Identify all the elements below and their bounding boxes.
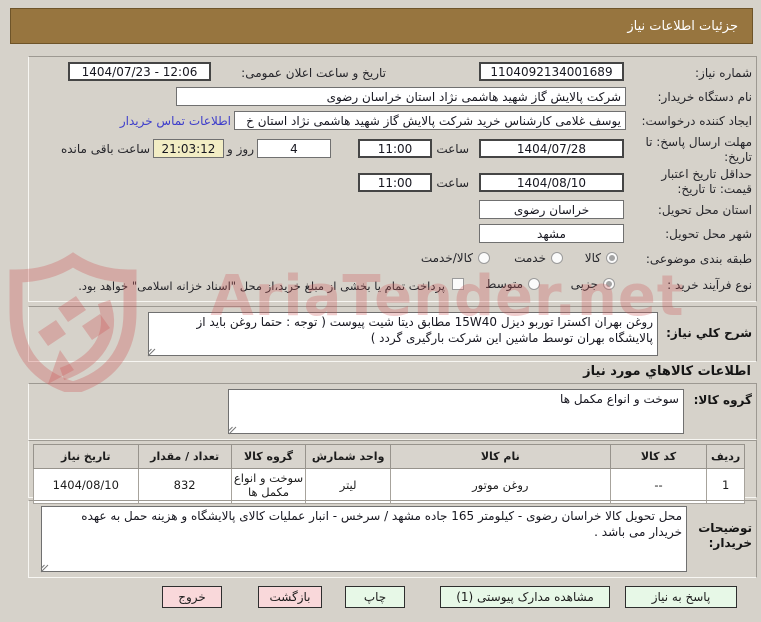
remaining-days-label: روز و <box>227 142 254 156</box>
radio-option-label: کالا <box>584 251 601 265</box>
goods-table: ردیف کد کالا نام کالا واحد شمارش گروه کا… <box>33 444 745 504</box>
col-need-date: تاریخ نیاز <box>33 444 139 469</box>
province-field[interactable]: خراسان رضوی <box>479 200 624 219</box>
title-bar: جزئیات اطلاعات نیاز <box>10 8 753 44</box>
radio-selected-icon[interactable] <box>606 252 618 264</box>
buyer-notes-panel: توضیحات خریدار: محل تحویل کالا خراسان رض… <box>28 500 757 578</box>
classification-option-service[interactable]: خدمت <box>514 251 563 265</box>
classification-option-goods[interactable]: کالا <box>585 251 618 265</box>
main-form-panel: شماره نیاز: 1104092134001689 تاریخ و ساع… <box>28 56 757 302</box>
buyer-name-label: نام دستگاه خریدار: <box>657 90 753 104</box>
back-button[interactable]: بازگشت <box>258 586 322 608</box>
city-label: شهر محل تحویل: <box>665 227 752 241</box>
need-number-label: شماره نیاز: <box>695 66 752 80</box>
price-validity-date-field[interactable]: 1404/08/10 <box>479 173 624 192</box>
need-description-panel: شرح کلي نیاز: روغن بهران اکسترا توربو دی… <box>28 306 757 362</box>
cell-need-date: 1404/08/10 <box>33 468 139 504</box>
need-description-label: شرح کلي نیاز: <box>666 326 752 340</box>
radio-option-label: جزیی <box>570 277 598 291</box>
need-description-textarea[interactable]: روغن بهران اکسترا توربو دیزل 15W40 مطابق… <box>148 312 658 356</box>
reply-to-need-button[interactable]: پاسخ به نیاز <box>625 586 737 608</box>
radio-option-label: متوسط <box>485 277 523 291</box>
goods-info-header: اطلاعات کالاهاي مورد نیاز <box>583 364 751 379</box>
page-title: جزئیات اطلاعات نیاز <box>627 18 738 34</box>
process-type-option-minor[interactable]: جزیی <box>571 277 615 291</box>
classification-label: طبقه بندی موضوعی: <box>645 252 752 266</box>
cell-item-name: روغن موتور <box>389 468 611 504</box>
radio-icon[interactable] <box>478 252 490 264</box>
city-field[interactable]: مشهد <box>479 224 624 243</box>
treasury-checkbox[interactable] <box>452 278 464 290</box>
buyer-name-field[interactable]: شرکت پالایش گاز شهید هاشمی نژاد استان خر… <box>176 87 626 106</box>
col-quantity: تعداد / مقدار <box>137 444 232 469</box>
radio-selected-icon[interactable] <box>603 278 615 290</box>
cell-item-group: سوخت و انواع مکمل ها <box>230 468 307 504</box>
cell-quantity: 832 <box>137 468 232 504</box>
reply-deadline-label: مهلت ارسال پاسخ: تا تاریخ: <box>645 135 752 164</box>
col-item-group: گروه کالا <box>230 444 307 469</box>
radio-option-label: کالا/خدمت <box>420 251 473 265</box>
radio-option-label: خدمت <box>514 251 546 265</box>
province-label: استان محل تحویل: <box>657 203 752 217</box>
request-creator-field[interactable]: یوسف غلامی کارشناس خرید شرکت پالایش گاز … <box>234 111 626 130</box>
announce-datetime-label: تاریخ و ساعت اعلان عمومی: <box>241 66 386 80</box>
reply-deadline-time-field[interactable]: 11:00 <box>358 139 432 158</box>
classification-option-goods-service[interactable]: کالا/خدمت <box>421 251 490 265</box>
cell-item-code: -- <box>609 468 708 504</box>
cell-row-number: 1 <box>706 468 745 504</box>
col-item-code: کد کالا <box>609 444 708 469</box>
remaining-suffix-label: ساعت باقی مانده <box>60 142 150 156</box>
print-button[interactable]: چاپ <box>345 586 405 608</box>
radio-icon[interactable] <box>528 278 540 290</box>
col-item-name: نام کالا <box>389 444 611 469</box>
price-validity-label: حداقل تاریخ اعتبار قیمت: تا تاریخ: <box>661 167 752 196</box>
goods-group-label: گروه کالا: <box>693 393 752 407</box>
price-validity-hour-label: ساعت <box>436 176 469 190</box>
need-number-field[interactable]: 1104092134001689 <box>479 62 624 81</box>
cell-unit: لیتر <box>305 468 391 504</box>
reply-deadline-date-field[interactable]: 1404/07/28 <box>479 139 624 158</box>
buyer-notes-label: توضیحات خریدار: <box>698 521 752 550</box>
goods-group-textarea[interactable]: سوخت و انواع مکمل ها <box>228 389 684 434</box>
request-creator-label: ایجاد کننده درخواست: <box>641 114 752 128</box>
view-attached-docs-button[interactable]: مشاهده مدارک پیوستی (1) <box>440 586 610 608</box>
exit-button[interactable]: خروج <box>162 586 222 608</box>
buyer-contact-link[interactable]: اطلاعات تماس خریدار <box>119 114 231 128</box>
col-row-number: ردیف <box>706 444 745 469</box>
goods-group-panel: گروه کالا: سوخت و انواع مکمل ها <box>28 383 757 440</box>
table-row: 1 -- روغن موتور لیتر سوخت و انواع مکمل ه… <box>33 468 745 504</box>
treasury-note-label: پرداخت تمام یا بخشی از مبلغ خرید،از محل … <box>78 279 445 293</box>
remaining-time-countdown: 21:03:12 <box>153 139 224 158</box>
remaining-days-field: 4 <box>257 139 331 158</box>
price-validity-time-field[interactable]: 11:00 <box>358 173 432 192</box>
process-type-option-medium[interactable]: متوسط <box>485 277 540 291</box>
process-type-label: نوع فرآیند خرید : <box>667 278 752 292</box>
col-unit: واحد شمارش <box>305 444 391 469</box>
reply-deadline-hour-label: ساعت <box>436 142 469 156</box>
radio-icon[interactable] <box>551 252 563 264</box>
goods-table-panel: ردیف کد کالا نام کالا واحد شمارش گروه کا… <box>28 440 757 504</box>
table-header-row: ردیف کد کالا نام کالا واحد شمارش گروه کا… <box>33 444 745 469</box>
announce-datetime-field[interactable]: 1404/07/23 - 12:06 <box>68 62 211 81</box>
buyer-notes-textarea[interactable]: محل تحویل کالا خراسان رضوی - کیلومتر 165… <box>41 506 687 572</box>
